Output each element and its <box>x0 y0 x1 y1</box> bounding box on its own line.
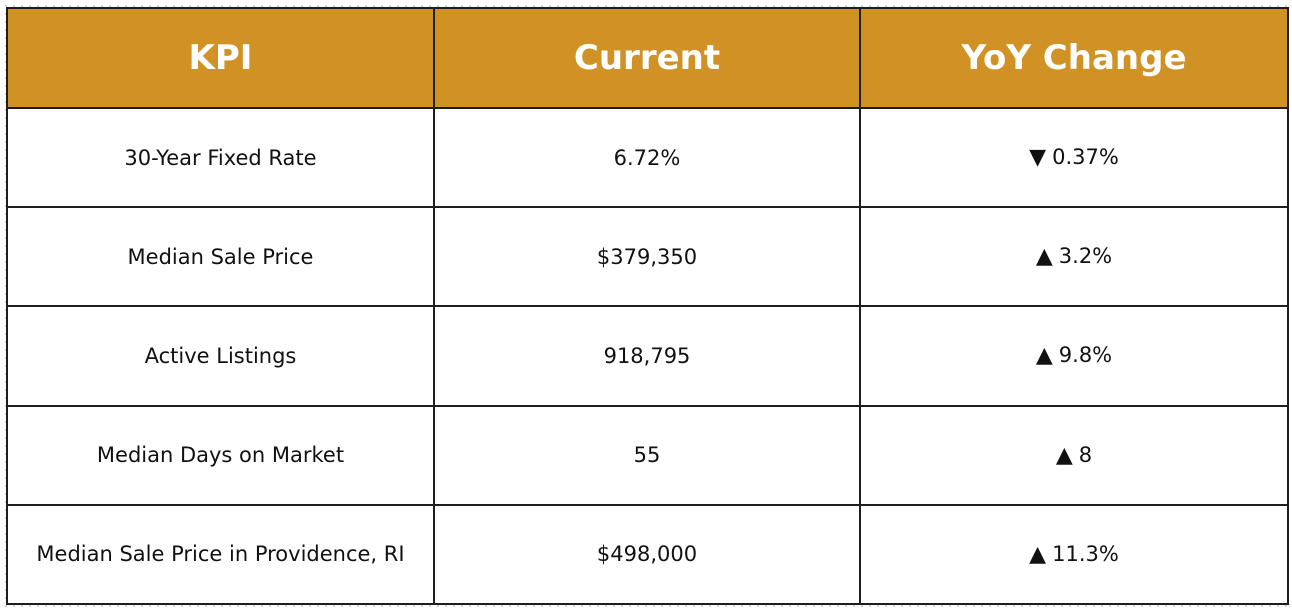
header-current: Current <box>433 7 861 109</box>
triangle-up-icon: ▲ <box>1035 343 1053 369</box>
triangle-down-icon: ▼ <box>1029 145 1047 171</box>
current-cell: $498,000 <box>433 503 861 606</box>
kpi-cell: Median Sale Price <box>6 206 435 308</box>
table-row: Median Sale Price $379,350 ▲ 3.2% <box>6 206 1289 308</box>
yoy-change-value: 11.3% <box>1052 541 1119 566</box>
yoy-change-cell: ▲ 11.3% <box>859 503 1289 606</box>
kpi-cell: Active Listings <box>6 305 435 407</box>
kpi-cell: 30-Year Fixed Rate <box>6 106 435 209</box>
current-cell: 6.72% <box>433 106 861 209</box>
triangle-up-icon: ▲ <box>1029 541 1047 567</box>
current-cell: $379,350 <box>433 206 861 308</box>
current-cell: 55 <box>433 404 861 506</box>
yoy-change-cell: ▲ 3.2% <box>859 206 1289 308</box>
triangle-up-icon: ▲ <box>1055 442 1073 468</box>
yoy-change-cell: ▲ 9.8% <box>859 305 1289 407</box>
yoy-change-cell: ▼ 0.37% <box>859 106 1289 209</box>
triangle-up-icon: ▲ <box>1035 244 1053 270</box>
yoy-change-value: 9.8% <box>1058 343 1113 368</box>
yoy-change-cell: ▲ 8 <box>859 404 1289 506</box>
kpi-cell: Median Days on Market <box>6 404 435 506</box>
table-row: Median Days on Market 55 ▲ 8 <box>6 404 1289 506</box>
table-row: 30-Year Fixed Rate 6.72% ▼ 0.37% <box>6 106 1289 209</box>
header-kpi: KPI <box>6 7 435 109</box>
kpi-table: KPI Current YoY Change 30-Year Fixed Rat… <box>6 7 1289 606</box>
kpi-cell: Median Sale Price in Providence, RI <box>6 503 435 606</box>
table-row: Active Listings 918,795 ▲ 9.8% <box>6 305 1289 407</box>
table-row: Median Sale Price in Providence, RI $498… <box>6 503 1289 606</box>
yoy-change-value: 8 <box>1078 442 1093 467</box>
yoy-change-value: 3.2% <box>1058 244 1113 269</box>
header-yoy-change: YoY Change <box>859 7 1289 109</box>
table-header-row: KPI Current YoY Change <box>6 7 1289 109</box>
current-cell: 918,795 <box>433 305 861 407</box>
yoy-change-value: 0.37% <box>1052 145 1119 170</box>
